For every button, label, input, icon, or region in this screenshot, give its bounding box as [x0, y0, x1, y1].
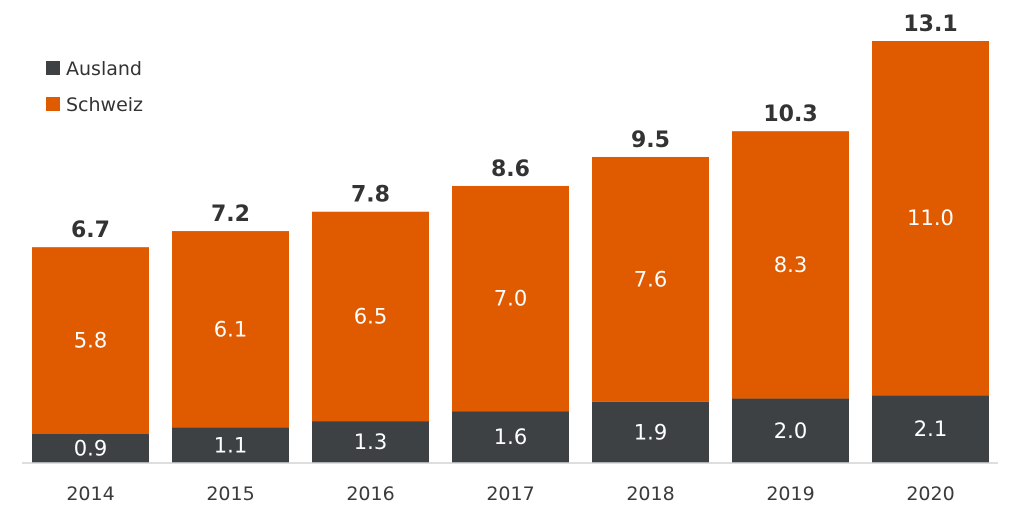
bars-layer: [32, 41, 989, 463]
bar-schweiz-2015: [172, 231, 289, 428]
data-label-schweiz-2015: 6.1: [214, 317, 247, 341]
bar-schweiz-2020: [872, 41, 989, 396]
total-label-2020: 13.1: [903, 12, 957, 37]
total-label-2018: 9.5: [631, 128, 670, 153]
x-tick-label-2019: 2019: [766, 483, 814, 505]
bar-schweiz-2018: [592, 156, 709, 402]
bar-schweiz-2016: [312, 211, 429, 422]
total-label-2016: 7.8: [351, 183, 390, 208]
data-label-schweiz-2020: 11.0: [907, 206, 954, 230]
x-tick-label-2014: 2014: [66, 483, 114, 505]
data-label-schweiz-2019: 8.3: [774, 253, 807, 277]
bar-ausland-2014: [32, 434, 149, 463]
labels-layer: 0.9 5.8 6.7 2014 1.1 6.1 7.2 2015 1.3 6.5 7.8 2016 1…: [66, 12, 957, 505]
data-label-ausland-2016: 1.3: [354, 430, 387, 454]
x-tick-label-2018: 2018: [626, 483, 674, 505]
bar-ausland-2019: [732, 398, 849, 463]
bar-ausland-2015: [172, 427, 289, 463]
x-tick-label-2017: 2017: [486, 483, 534, 505]
data-label-schweiz-2017: 7.0: [494, 287, 527, 311]
legend-swatch-schweiz: [46, 97, 60, 111]
bar-ausland-2018: [592, 401, 709, 463]
bar-schweiz-2017: [452, 185, 569, 412]
data-label-schweiz-2016: 6.5: [354, 304, 387, 328]
data-label-ausland-2019: 2.0: [774, 419, 807, 443]
data-label-ausland-2015: 1.1: [214, 433, 247, 457]
x-tick-label-2020: 2020: [906, 483, 954, 505]
data-label-ausland-2017: 1.6: [494, 425, 527, 449]
total-label-2017: 8.6: [491, 157, 530, 182]
legend: Ausland Schweiz: [46, 58, 143, 116]
bar-ausland-2017: [452, 411, 569, 463]
bar-ausland-2020: [872, 395, 989, 463]
legend-label-ausland: Ausland: [66, 58, 142, 80]
data-label-ausland-2014: 0.9: [74, 437, 107, 461]
legend-label-schweiz: Schweiz: [66, 94, 143, 116]
bar-schweiz-2019: [732, 131, 849, 399]
total-label-2015: 7.2: [211, 202, 250, 227]
data-label-ausland-2020: 2.1: [914, 417, 947, 441]
data-label-schweiz-2018: 7.6: [634, 267, 667, 291]
data-label-schweiz-2014: 5.8: [74, 329, 107, 353]
total-label-2014: 6.7: [71, 218, 110, 243]
data-label-ausland-2018: 1.9: [634, 420, 667, 444]
bar-schweiz-2014: [32, 247, 149, 435]
total-label-2019: 10.3: [763, 102, 817, 127]
x-tick-label-2016: 2016: [346, 483, 394, 505]
x-tick-label-2015: 2015: [206, 483, 254, 505]
bar-ausland-2016: [312, 421, 429, 463]
legend-swatch-ausland: [46, 61, 60, 75]
